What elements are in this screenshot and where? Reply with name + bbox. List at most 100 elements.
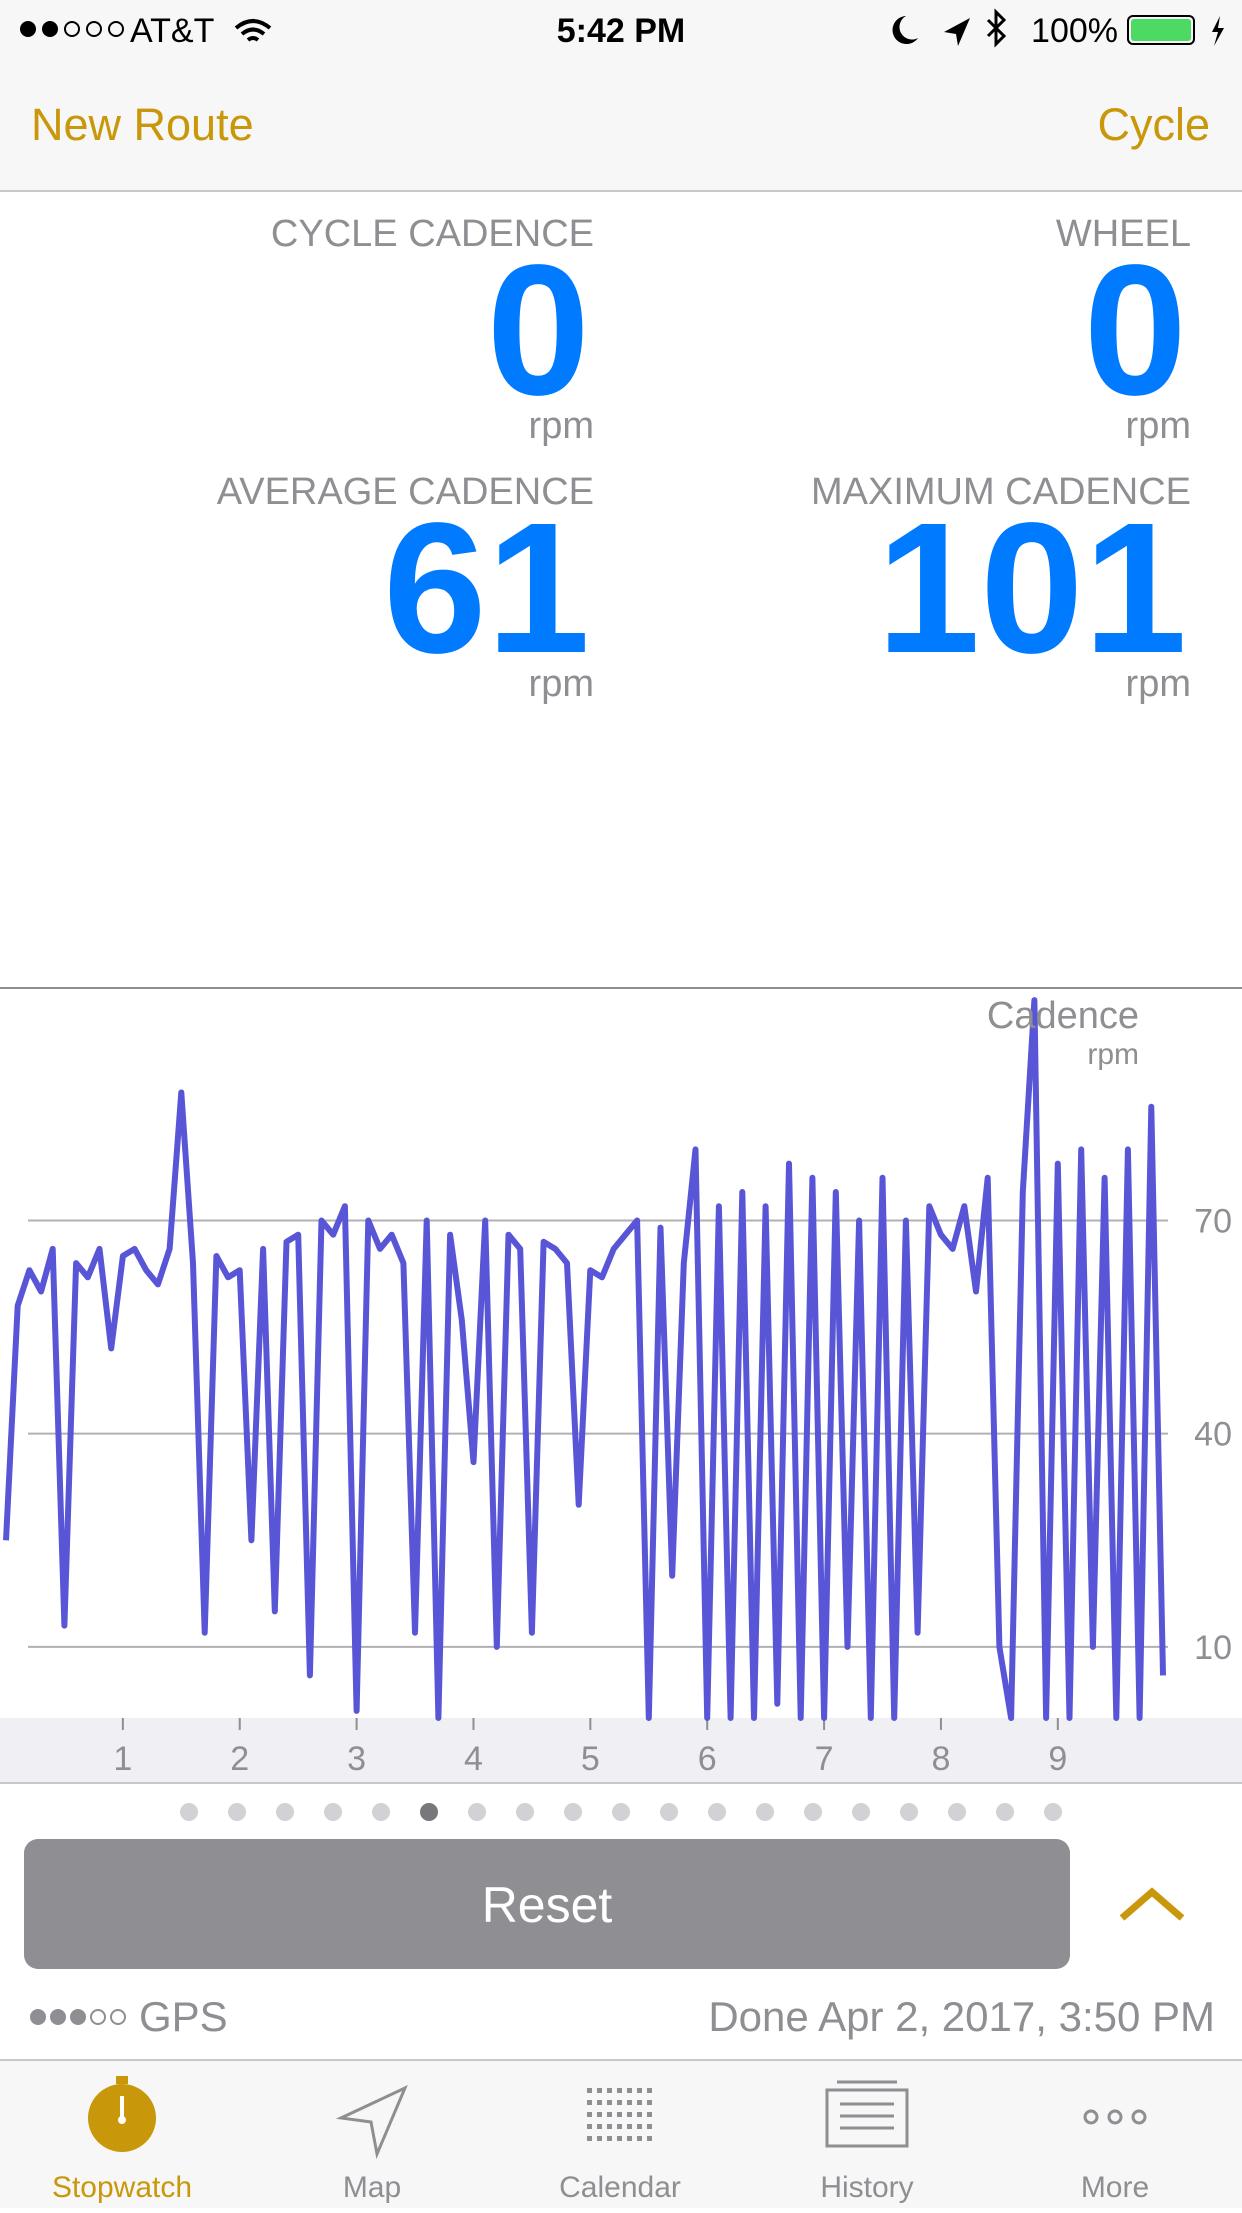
metric-unit: rpm — [1126, 405, 1191, 447]
metric-value: 0 — [1084, 227, 1187, 434]
calendar-dot — [597, 2124, 602, 2129]
time: 5:42 PM — [557, 12, 686, 50]
battery-icon — [1127, 15, 1195, 45]
calendar-dot — [647, 2088, 652, 2093]
metric-label: AVERAGE CADENCE — [217, 471, 594, 513]
page-dot[interactable] — [852, 1803, 870, 1821]
metric-value: 61 — [383, 485, 590, 692]
calendar-dot — [587, 2136, 592, 2141]
page-indicator — [180, 1803, 1062, 1821]
page-dot[interactable] — [708, 1803, 726, 1821]
x-tick-label: 5 — [581, 1740, 600, 1778]
tab-label[interactable]: Calendar — [559, 2171, 681, 2204]
calendar-dot — [637, 2088, 642, 2093]
calendar-dot — [617, 2088, 622, 2093]
page-dot[interactable] — [564, 1803, 582, 1821]
metric-value: 101 — [877, 485, 1187, 692]
new-route-button[interactable]: New Route — [31, 99, 254, 150]
chart: 10 40 70 1 2 3 4 5 6 7 8 9 — [3, 997, 1232, 1778]
tab-label[interactable]: Stopwatch — [52, 2171, 192, 2204]
wifi-icon — [234, 19, 272, 42]
calendar-dot — [597, 2100, 602, 2105]
x-tick-label: 2 — [230, 1740, 249, 1778]
x-tick-label: 8 — [931, 1740, 950, 1778]
chart-title: Cadence — [987, 995, 1139, 1037]
calendar-dot — [587, 2088, 592, 2093]
x-axis-band — [0, 1718, 1242, 1783]
expand-chevron[interactable] — [1119, 1887, 1185, 1921]
page-dot[interactable] — [372, 1803, 390, 1821]
page-dot[interactable] — [660, 1803, 678, 1821]
calendar-dot — [587, 2112, 592, 2117]
tab-label[interactable]: Map — [343, 2171, 401, 2204]
y-tick-label: 40 — [1194, 1416, 1232, 1454]
page-dot[interactable] — [948, 1803, 966, 1821]
calendar-dot — [597, 2136, 602, 2141]
reset-button[interactable] — [24, 1839, 1070, 1969]
y-tick-label: 70 — [1194, 1202, 1232, 1240]
calendar-dot — [587, 2124, 592, 2129]
cadence-line — [3, 997, 1166, 1721]
page-dot[interactable] — [1044, 1803, 1062, 1821]
page-dot[interactable] — [324, 1803, 342, 1821]
page-dot[interactable] — [516, 1803, 534, 1821]
tabs: Stopwatch Map Calendar History More — [52, 2171, 1149, 2204]
calendar-dot — [637, 2100, 642, 2105]
calendar-dot — [627, 2124, 632, 2129]
tab-label[interactable]: More — [1081, 2171, 1149, 2204]
calendar-dot — [617, 2112, 622, 2117]
tab-bar — [0, 2060, 1242, 2208]
page-dot[interactable] — [900, 1803, 918, 1821]
signal — [20, 21, 124, 37]
page-dot[interactable] — [228, 1803, 246, 1821]
x-tick-label: 9 — [1048, 1740, 1067, 1778]
page-dot[interactable] — [756, 1803, 774, 1821]
page-dot[interactable] — [420, 1803, 438, 1821]
metric-value: 0 — [487, 227, 590, 434]
cycle-button[interactable]: Cycle — [1097, 99, 1210, 150]
header-bg — [0, 0, 1242, 191]
carrier: AT&T — [130, 12, 214, 50]
calendar-dot — [637, 2112, 642, 2117]
tab-label[interactable]: History — [820, 2171, 913, 2204]
calendar-dot — [627, 2112, 632, 2117]
history-icon — [825, 2080, 909, 2148]
metric-label: MAXIMUM CADENCE — [811, 471, 1191, 513]
calendar-dot — [647, 2112, 652, 2117]
page-dot[interactable] — [180, 1803, 198, 1821]
calendar-dot — [647, 2136, 652, 2141]
stopwatch-icon — [88, 2076, 156, 2152]
metric-label: WHEEL — [1056, 213, 1191, 255]
battery-text: 100% — [1031, 12, 1118, 50]
moon-icon — [892, 16, 918, 44]
page-dot[interactable] — [468, 1803, 486, 1821]
calendar-dot — [617, 2136, 622, 2141]
more-icon — [1083, 2109, 1147, 2125]
calendar-dot — [607, 2112, 612, 2117]
bluetooth-icon — [986, 8, 1007, 48]
calendar-icon — [587, 2088, 652, 2141]
calendar-dot — [627, 2088, 632, 2093]
gps-label: GPS — [139, 1993, 228, 2040]
x-tick-label: 6 — [698, 1740, 717, 1778]
calendar-dot — [587, 2100, 592, 2105]
calendar-dot — [607, 2088, 612, 2093]
calendar-dot — [627, 2136, 632, 2141]
chart-subtitle: rpm — [1087, 1038, 1139, 1071]
metric-unit: rpm — [529, 405, 594, 447]
status-text: Done Apr 2, 2017, 3:50 PM — [708, 1993, 1215, 2040]
page-dot[interactable] — [276, 1803, 294, 1821]
calendar-dot — [637, 2136, 642, 2141]
charging-icon — [1212, 16, 1224, 46]
y-tick-label: 10 — [1194, 1629, 1232, 1667]
x-tick-label: 1 — [113, 1740, 132, 1778]
metric-label: CYCLE CADENCE — [271, 213, 594, 255]
calendar-dot — [597, 2112, 602, 2117]
page-dot[interactable] — [996, 1803, 1014, 1821]
calendar-dot — [617, 2124, 622, 2129]
page-dot[interactable] — [804, 1803, 822, 1821]
page-dot[interactable] — [612, 1803, 630, 1821]
calendar-dot — [607, 2136, 612, 2141]
metric-unit: rpm — [529, 663, 594, 705]
